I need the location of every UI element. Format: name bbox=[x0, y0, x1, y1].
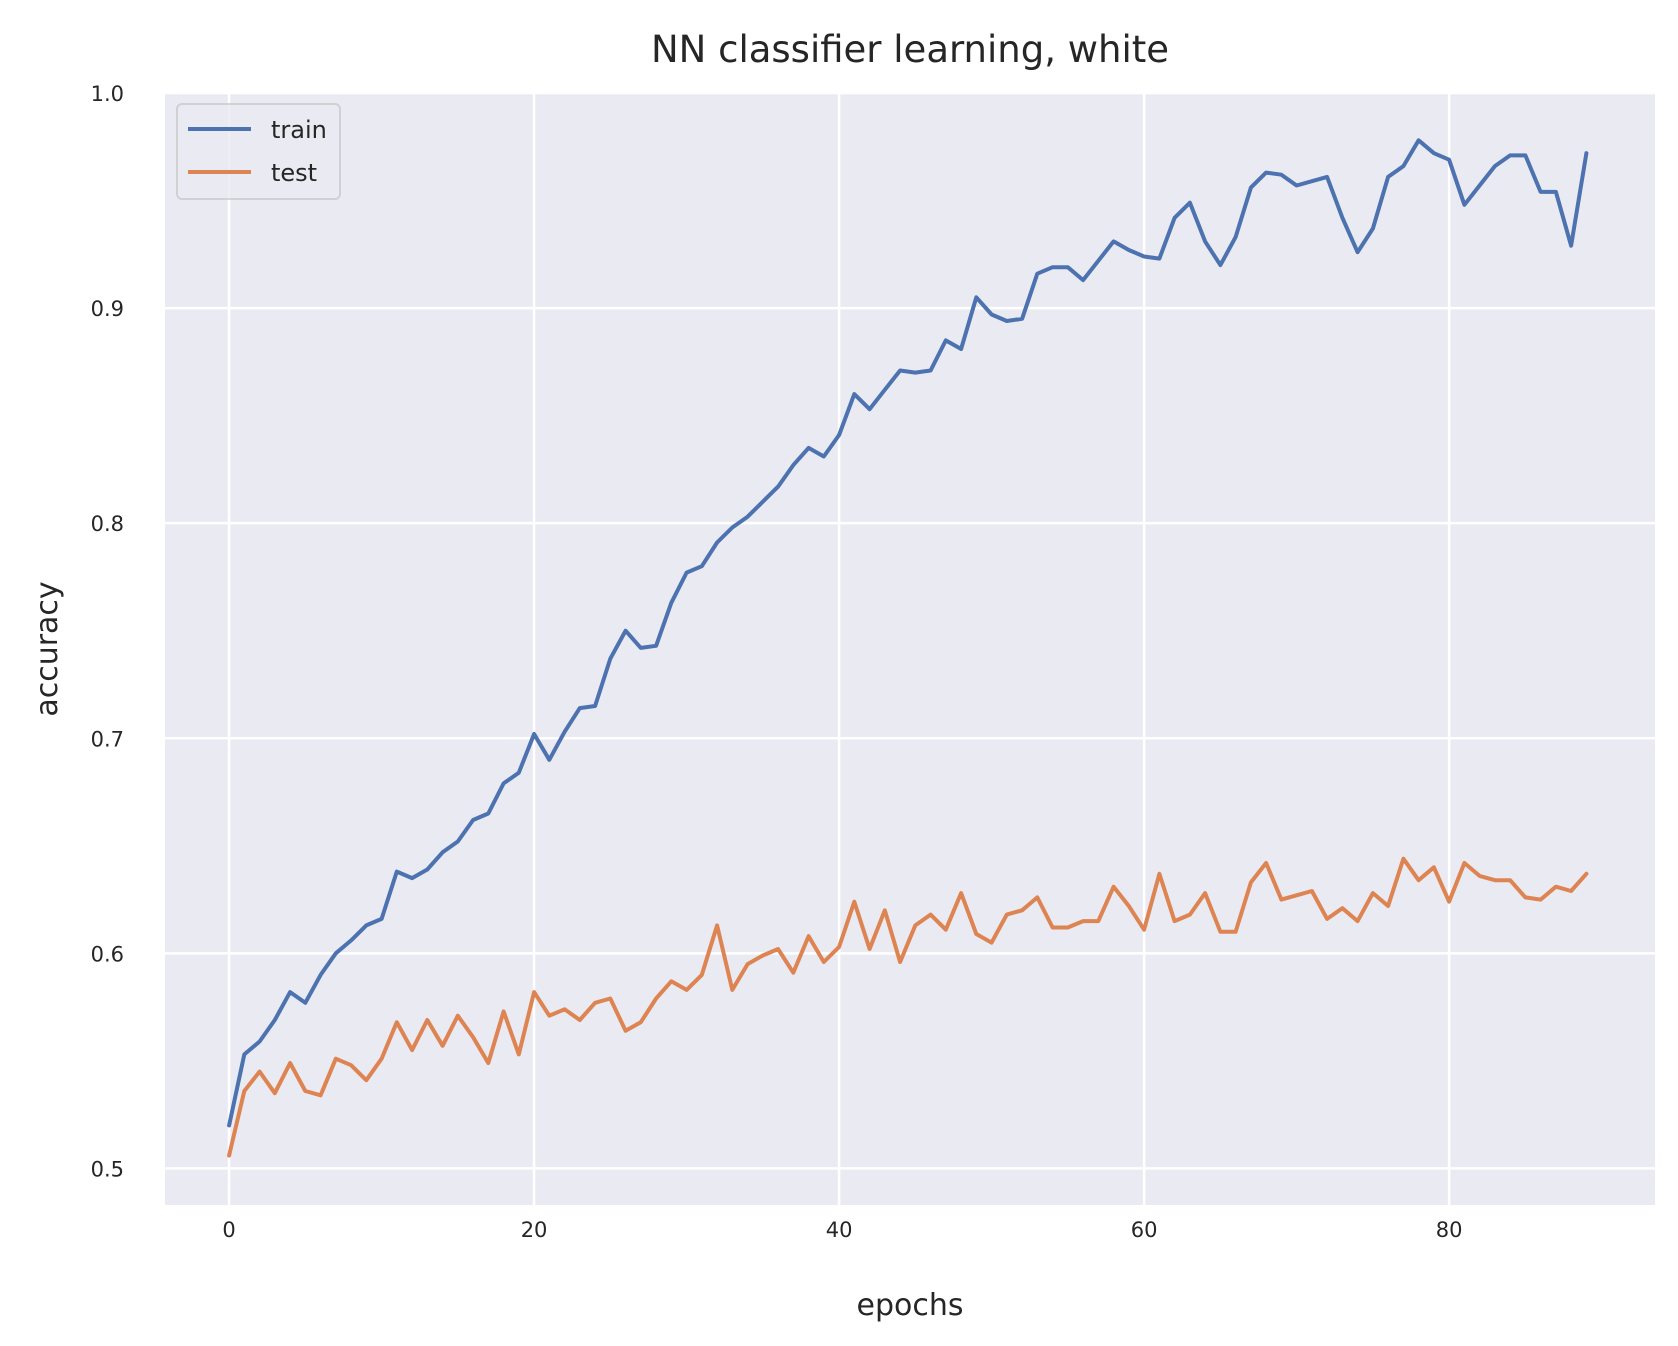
y-axis-label: accuracy bbox=[30, 581, 65, 716]
plot-area-background bbox=[165, 93, 1655, 1205]
x-tick-label: 40 bbox=[826, 1218, 853, 1242]
y-tick-label: 0.7 bbox=[91, 727, 124, 751]
series-line-test bbox=[227, 856, 1589, 1158]
legend-train-label: train bbox=[271, 116, 327, 144]
x-axis-label: epochs bbox=[857, 1288, 964, 1323]
y-tick-label: 1.0 bbox=[91, 82, 124, 106]
y-tick-label: 0.6 bbox=[91, 942, 124, 966]
y-tick-label: 0.8 bbox=[91, 512, 124, 536]
x-tick-label: 20 bbox=[521, 1218, 548, 1242]
series-line-train bbox=[227, 138, 1589, 1128]
y-tick-label: 0.5 bbox=[91, 1157, 124, 1181]
x-tick-labels: 0 20 40 60 80 bbox=[222, 1218, 1462, 1242]
chart-title: NN classifier learning, white bbox=[651, 28, 1169, 71]
y-tick-label: 0.9 bbox=[91, 297, 124, 321]
series-lines bbox=[227, 138, 1589, 1158]
grid-lines bbox=[165, 91, 1655, 1205]
legend-test-label: test bbox=[271, 159, 317, 187]
y-tick-labels: 0.5 0.6 0.7 0.8 0.9 1.0 bbox=[91, 82, 124, 1181]
x-tick-label: 60 bbox=[1131, 1218, 1158, 1242]
legend: train test bbox=[176, 103, 341, 200]
x-tick-label: 0 bbox=[222, 1218, 235, 1242]
x-tick-label: 80 bbox=[1436, 1218, 1463, 1242]
